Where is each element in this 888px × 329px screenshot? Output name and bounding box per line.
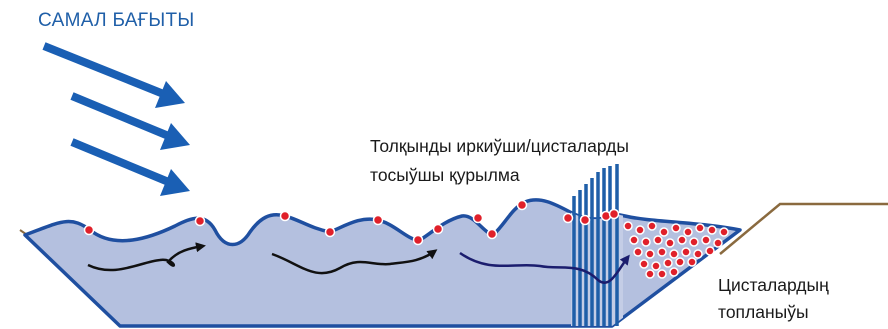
cyst-dot-icon [562, 212, 574, 224]
wind-arrow-icon [70, 138, 190, 196]
cyst-dot-icon [659, 227, 669, 237]
cyst-dot-icon [579, 214, 591, 226]
cyst-dot-icon [486, 228, 498, 240]
cyst-dot-icon [633, 247, 643, 257]
wind-arrow-icon [70, 92, 190, 150]
cyst-dot-icon [713, 238, 723, 248]
cyst-dot-icon [516, 199, 528, 211]
accumulation-label-line-1: Цисталардың [718, 275, 829, 295]
wind-direction-title: САМАЛ БАҒЫТЫ [38, 10, 195, 31]
cyst-dot-icon [279, 210, 291, 222]
cyst-dot-icon [665, 238, 675, 248]
cyst-dot-icon [635, 225, 645, 235]
cyst-dot-icon [663, 258, 673, 268]
cyst-dot-icon [324, 226, 336, 238]
cyst-dot-icon [719, 227, 729, 237]
cyst-dot-icon [707, 225, 717, 235]
cyst-dot-icon [472, 212, 484, 224]
cyst-dot-icon [693, 249, 703, 259]
cyst-dot-icon [671, 223, 681, 233]
cyst-dot-icon [689, 237, 699, 247]
cyst-dot-icon [669, 267, 679, 277]
barrier-bars [572, 164, 619, 326]
cyst-dot-icon [639, 259, 649, 269]
cyst-dot-icon [645, 269, 655, 279]
surface-cysts [83, 199, 620, 246]
cyst-dot-icon [83, 224, 95, 236]
current-arrow-icon [459, 251, 630, 284]
cyst-dot-icon [695, 223, 705, 233]
cyst-dot-icon [675, 257, 685, 267]
cyst-dot-icon [687, 257, 697, 267]
cyst-dot-icon [647, 221, 657, 231]
cyst-dot-icon [651, 261, 661, 271]
cyst-dot-icon [701, 235, 711, 245]
cyst-dot-icon [608, 208, 620, 220]
barrier-label-line-2: тосыўшы қурылма [370, 165, 520, 185]
cyst-dot-icon [669, 249, 679, 259]
cyst-dot-icon [623, 221, 633, 231]
cyst-dot-icon [372, 214, 384, 226]
cyst-dot-icon [705, 246, 715, 256]
wind-arrows [42, 42, 190, 196]
cyst-accumulation [623, 221, 729, 279]
accumulation-label: Цисталардың топланыўы [718, 272, 829, 326]
cyst-dot-icon [629, 235, 639, 245]
accumulation-label-line-2: топланыўы [718, 302, 809, 322]
cyst-dot-icon [653, 235, 663, 245]
cyst-dot-icon [683, 227, 693, 237]
cyst-dot-icon [657, 247, 667, 257]
cyst-dot-icon [645, 249, 655, 259]
cyst-dot-icon [194, 215, 206, 227]
cyst-dot-icon [412, 234, 424, 246]
cyst-dot-icon [657, 269, 667, 279]
barrier-label-line-1: Толқынды иркиўши/цисталарды [370, 136, 629, 156]
wind-arrow-icon [42, 42, 185, 108]
cyst-dot-icon [432, 223, 444, 235]
current-arrow-icon [271, 249, 438, 275]
cyst-dot-icon [681, 247, 691, 257]
current-arrows [87, 242, 630, 284]
barrier-label: Толқынды иркиўши/цисталарды тосыўшы қуры… [370, 132, 629, 190]
current-arrow-icon [87, 242, 206, 272]
cyst-dot-icon [677, 235, 687, 245]
cyst-dot-icon [641, 237, 651, 247]
